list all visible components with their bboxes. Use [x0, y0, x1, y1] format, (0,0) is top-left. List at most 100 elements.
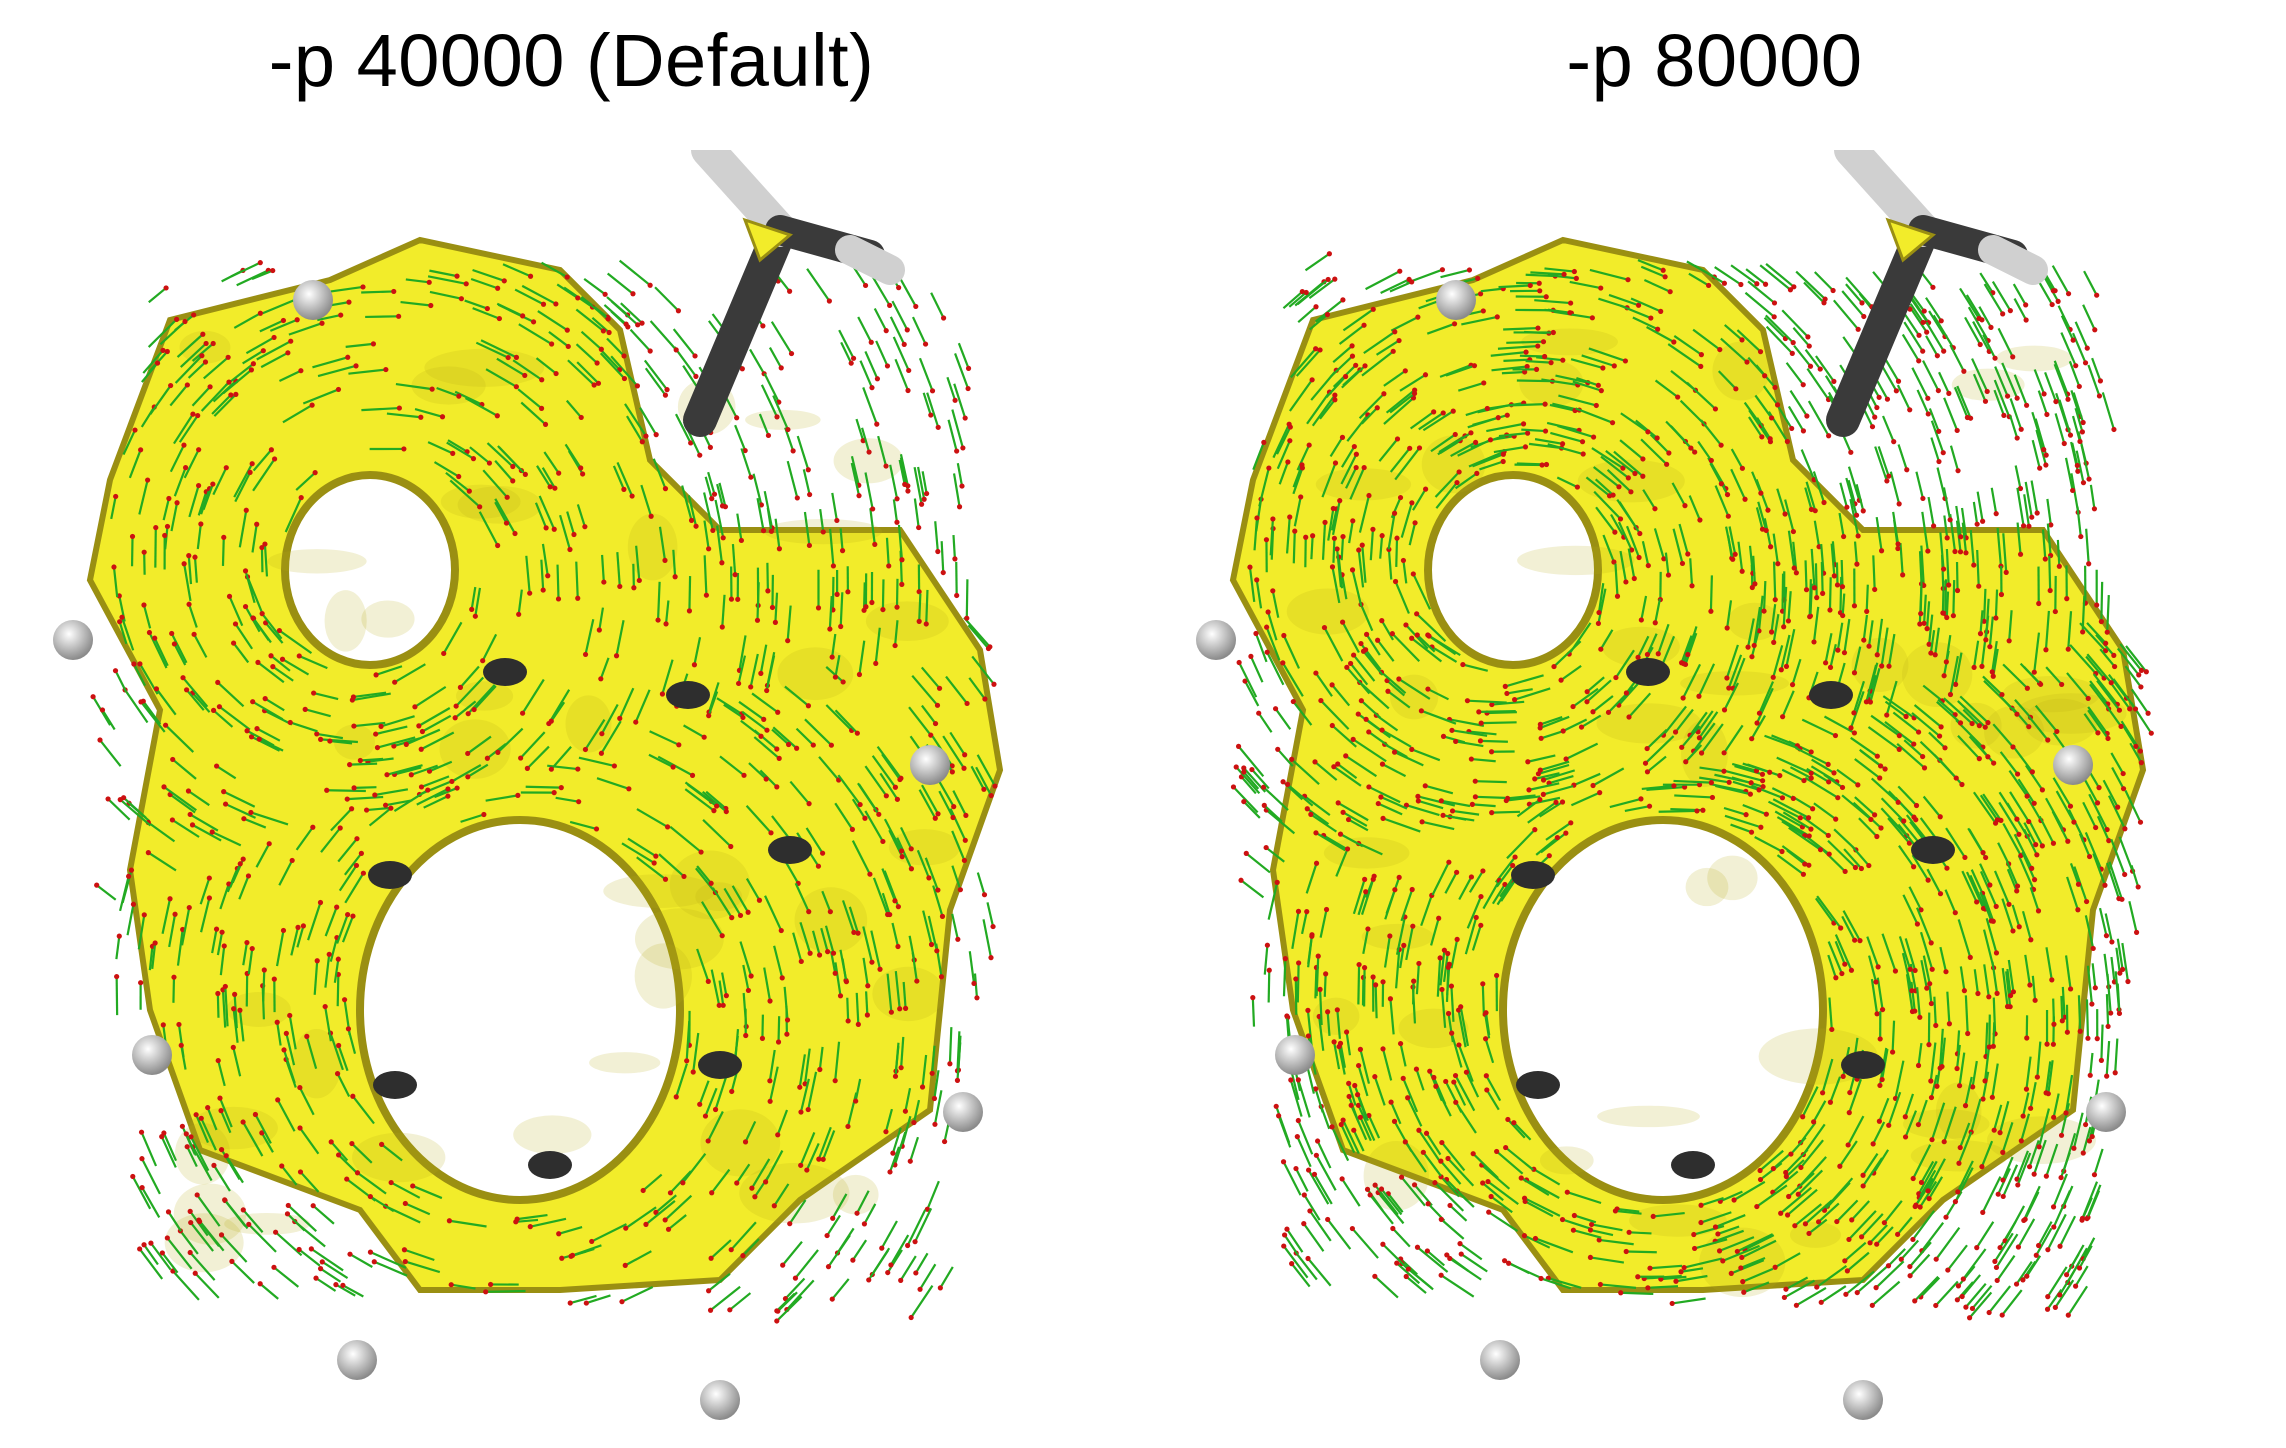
- arrow-head: [232, 621, 239, 627]
- arrow-head: [2050, 840, 2057, 846]
- arrow-shaft: [776, 1109, 789, 1136]
- arrow-head: [564, 327, 570, 333]
- arrow-shaft: [1839, 576, 1843, 613]
- arrow-shaft: [1361, 545, 1367, 583]
- arrow-shaft: [1922, 684, 1943, 702]
- arrow-shaft: [2110, 752, 2125, 775]
- arrow-head: [1754, 720, 1760, 726]
- arrow-head: [1426, 633, 1432, 639]
- arrow-shaft: [2086, 653, 2113, 684]
- arrow-shaft: [404, 1248, 435, 1262]
- arrow-shaft: [749, 653, 759, 688]
- arrow-shaft: [1415, 963, 1420, 995]
- arrow-shaft: [1285, 516, 1291, 554]
- arrow-shaft: [811, 930, 821, 956]
- arrow-head: [954, 1077, 961, 1083]
- arrow-shaft: [1785, 1159, 1805, 1178]
- arrow-head: [598, 750, 605, 756]
- arrow-head: [1329, 722, 1335, 729]
- arrow-shaft: [664, 600, 670, 624]
- arrow-shaft: [478, 511, 499, 547]
- arrow-shaft: [131, 1175, 152, 1210]
- arrow-shaft: [1337, 801, 1369, 822]
- arrow-head: [940, 315, 947, 321]
- arrow-shaft: [2014, 699, 2032, 719]
- arrow-head: [1358, 698, 1364, 704]
- arrow-shaft: [753, 736, 780, 760]
- arrow-shaft: [1885, 680, 1898, 716]
- arrow-shaft: [1840, 559, 1844, 587]
- arrow-head: [1937, 733, 1943, 739]
- arrow-shaft: [1457, 1009, 1467, 1048]
- arrow-shaft: [2045, 1143, 2059, 1177]
- arrow-shaft: [1615, 1209, 1642, 1215]
- arrow-shaft: [148, 287, 167, 304]
- arrow-shaft: [1901, 952, 1913, 991]
- arrow-shaft: [599, 352, 626, 380]
- arrow-head: [2084, 345, 2090, 351]
- arrow-shaft: [1919, 1276, 1941, 1298]
- arrow-head: [1834, 582, 1841, 588]
- arrow-head: [1774, 402, 1781, 408]
- arrow-head: [2120, 770, 2126, 777]
- arrow-head: [1623, 1248, 1629, 1255]
- arrow-head: [2016, 924, 2022, 930]
- arrow-shaft: [2075, 450, 2085, 483]
- arrow-shaft: [2071, 415, 2082, 442]
- arrow-head: [1571, 268, 1577, 275]
- arrow-shaft: [556, 283, 579, 299]
- arrow-head: [824, 1232, 830, 1239]
- arrow-head: [1598, 646, 1604, 652]
- arrow-shaft: [1972, 640, 1980, 668]
- arrow-head: [702, 1113, 709, 1119]
- arrow-shaft: [115, 935, 121, 960]
- arrow-shaft: [1787, 530, 1796, 569]
- arrow-head: [830, 563, 837, 569]
- arrow-head: [974, 995, 980, 1001]
- arrow-shaft: [1308, 313, 1329, 331]
- arrow-head: [1826, 779, 1832, 785]
- arrow-head: [1749, 736, 1755, 742]
- arrow-shaft: [911, 316, 927, 345]
- arrow-shaft: [615, 620, 625, 656]
- arrow-head: [1359, 542, 1365, 548]
- arrow-head: [1346, 1093, 1352, 1100]
- arrow-shaft: [485, 1289, 526, 1293]
- arrow-shaft: [1420, 709, 1457, 725]
- arrow-head: [222, 983, 228, 990]
- arrow-head: [1692, 449, 1698, 455]
- arrow-shaft: [1240, 879, 1265, 899]
- arrow-shaft: [1418, 799, 1444, 810]
- arrow-head: [210, 481, 216, 487]
- arrow-shaft: [956, 462, 964, 487]
- arrow-head: [829, 654, 835, 660]
- arrow-head: [883, 328, 889, 334]
- arrow-shaft: [1503, 326, 1539, 331]
- arrow-head: [779, 975, 785, 981]
- arrow-shaft: [736, 513, 743, 541]
- arrow-shaft: [198, 1220, 220, 1248]
- arrow-shaft: [351, 1095, 375, 1125]
- arrow-shaft: [1501, 370, 1525, 375]
- arrow-shaft: [1683, 1257, 1723, 1269]
- arrow-shaft: [1672, 1297, 1706, 1305]
- arrow-shaft: [2119, 643, 2143, 672]
- arrow-head: [1415, 793, 1421, 799]
- arrow-shaft: [494, 498, 516, 535]
- arrow-head: [1305, 1255, 1311, 1262]
- arrow-head: [1449, 1030, 1455, 1036]
- arrow-head: [112, 668, 119, 674]
- arrow-shaft: [1449, 718, 1485, 727]
- arrow-head: [1444, 1252, 1450, 1258]
- arrow-shaft: [1750, 714, 1767, 740]
- arrow-shaft: [1342, 811, 1368, 827]
- arrow-shaft: [1368, 731, 1389, 747]
- arrow-shaft: [2002, 1164, 2019, 1197]
- arrow-shaft: [494, 459, 514, 482]
- arrow-head: [1977, 631, 1984, 637]
- arrow-head: [935, 887, 941, 893]
- arrow-shaft: [1314, 672, 1333, 697]
- arrow-shaft: [1847, 479, 1856, 505]
- arrow-head: [869, 599, 875, 606]
- arrow-shaft: [1297, 1120, 1314, 1155]
